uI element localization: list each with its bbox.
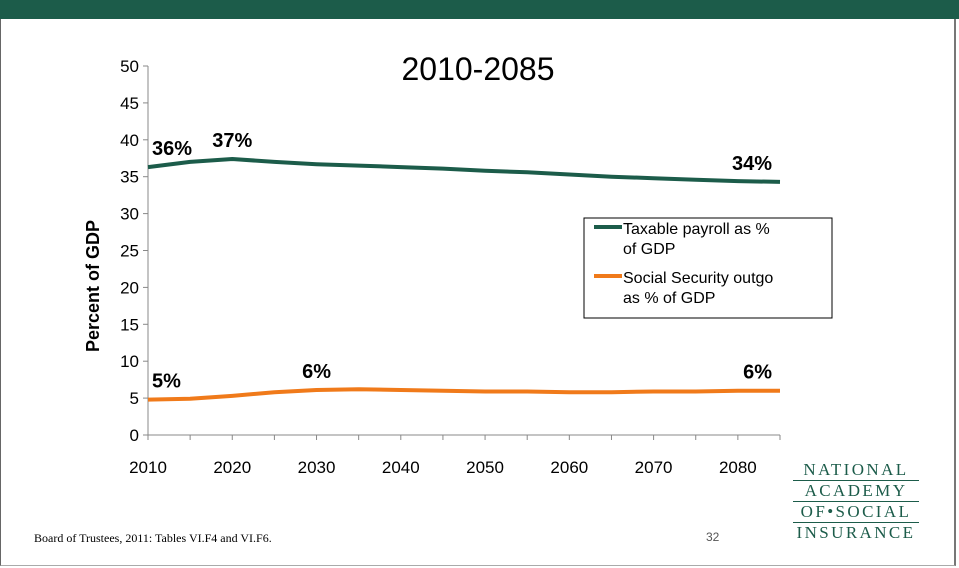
x-tick-label: 2030 bbox=[298, 458, 336, 477]
legend: Taxable payroll as % of GDP Social Secur… bbox=[583, 217, 833, 319]
logo-divider bbox=[793, 501, 919, 502]
x-tick-label: 2010 bbox=[129, 458, 167, 477]
data-label: 36% bbox=[152, 138, 192, 160]
y-tick-label: 25 bbox=[120, 242, 139, 261]
x-tick-label: 2060 bbox=[550, 458, 588, 477]
x-tick-label: 2040 bbox=[382, 458, 420, 477]
y-tick-label: 40 bbox=[120, 131, 139, 150]
data-labels: 36% 37% 34% 5% 6% 6% bbox=[152, 130, 772, 393]
source-note: Board of Trustees, 2011: Tables VI.F4 an… bbox=[34, 531, 272, 545]
organization-logo: NATIONAL ACADEMY OF•SOCIAL INSURANCE bbox=[789, 460, 923, 543]
x-tick-label: 2050 bbox=[466, 458, 504, 477]
legend-label-taxable-payroll-line2: of GDP bbox=[623, 241, 675, 258]
axes: 0 5 10 15 20 25 30 35 40 45 50 2010 2020 2030 2040 2050… bbox=[120, 57, 781, 477]
y-tick-label: 50 bbox=[120, 57, 139, 76]
legend-label-social-security-outgo-line1: Social Security outgo bbox=[623, 270, 773, 287]
x-tick-label: 2070 bbox=[635, 458, 673, 477]
y-tick-label: 45 bbox=[120, 94, 139, 113]
y-tick-label: 5 bbox=[130, 389, 139, 408]
y-axis-label: Percent of GDP bbox=[83, 220, 103, 352]
logo-line-2: ACADEMY bbox=[804, 481, 908, 500]
x-tick-label: 2080 bbox=[719, 458, 757, 477]
legend-label-taxable-payroll-line1: Taxable payroll as % bbox=[623, 221, 770, 238]
x-tick-label: 2020 bbox=[213, 458, 251, 477]
logo-line-4: INSURANCE bbox=[796, 523, 916, 542]
y-tick-label: 0 bbox=[130, 426, 139, 445]
logo-line-3: OF•SOCIAL bbox=[800, 502, 912, 521]
data-label: 37% bbox=[212, 130, 252, 152]
logo-line-1: NATIONAL bbox=[803, 460, 909, 479]
page-number: 32 bbox=[706, 530, 720, 544]
legend-label-social-security-outgo-line2: as % of GDP bbox=[623, 290, 715, 307]
data-label: 5% bbox=[152, 371, 181, 393]
y-tick-label: 10 bbox=[120, 352, 139, 371]
data-label: 6% bbox=[302, 361, 331, 383]
title-bar bbox=[0, 0, 959, 19]
logo-divider bbox=[793, 522, 919, 523]
series-lines bbox=[147, 157, 781, 402]
y-tick-label: 20 bbox=[120, 278, 139, 297]
legend-box bbox=[583, 217, 833, 319]
y-tick-label: 35 bbox=[120, 168, 139, 187]
series-line-0 bbox=[147, 157, 781, 184]
logo-divider bbox=[793, 480, 919, 481]
chart-title: 2010-2085 bbox=[401, 51, 554, 87]
data-label: 34% bbox=[732, 153, 772, 175]
slide-frame bbox=[0, 19, 956, 566]
y-tick-label: 15 bbox=[120, 315, 139, 334]
series-line-1 bbox=[147, 387, 780, 402]
data-label: 6% bbox=[743, 362, 772, 384]
y-tick-label: 30 bbox=[120, 205, 139, 224]
